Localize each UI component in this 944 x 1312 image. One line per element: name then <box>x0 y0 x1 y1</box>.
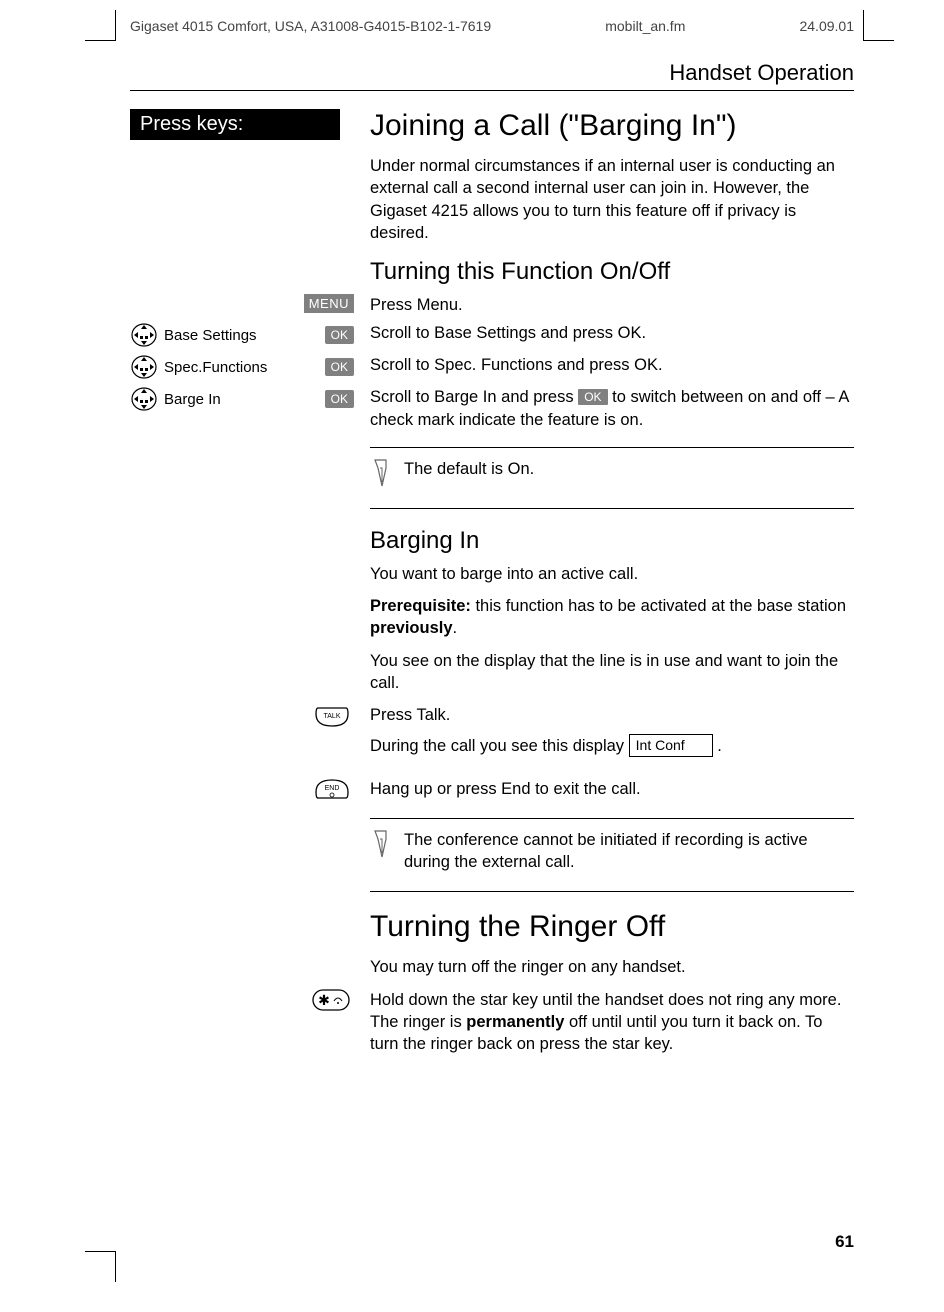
display-line: During the call you see this display Int… <box>370 734 854 757</box>
section-title-ringer: Turning the Ringer Off <box>370 910 854 944</box>
note-text: The conference cannot be initiated if re… <box>404 829 854 874</box>
ok-key: OK <box>325 390 354 408</box>
document-header: Gigaset 4015 Comfort, USA, A31008-G4015-… <box>130 18 854 34</box>
doc-date: 24.09.01 <box>799 18 854 34</box>
bargein-prereq: Prerequisite: this function has to be ac… <box>370 595 854 640</box>
ok-key: OK <box>325 358 354 376</box>
crop-mark <box>863 10 894 41</box>
pen-icon <box>370 458 392 490</box>
running-head: Handset Operation <box>130 60 854 91</box>
svg-text:✱: ✱ <box>318 992 330 1008</box>
star-step: Hold down the star key until the handset… <box>360 989 854 1056</box>
doc-file: mobilt_an.fm <box>605 18 685 34</box>
svg-text:END: END <box>325 785 340 792</box>
prereq-label: Prerequisite: <box>370 597 471 615</box>
nav-icon <box>130 386 158 412</box>
press-keys-label: Press keys: <box>130 109 340 140</box>
svg-text:TALK: TALK <box>324 713 341 720</box>
section-title-barging: Joining a Call ("Barging In") <box>370 109 854 143</box>
step-base-settings: Scroll to Base Settings and press OK. <box>360 322 854 344</box>
content-area: Handset Operation Press keys: Joining a … <box>130 60 854 1061</box>
nav-label-bargein: Barge In <box>158 391 325 408</box>
step-barge-in: Scroll to Barge In and press OK to switc… <box>360 386 854 431</box>
pen-icon <box>370 829 392 874</box>
bargein-line1: You want to barge into an active call. <box>370 563 854 585</box>
ringer-line1: You may turn off the ringer on any hands… <box>370 956 854 978</box>
subsection-title-bargingin: Barging In <box>370 527 854 555</box>
bargein-line2: You see on the display that the line is … <box>370 650 854 695</box>
end-key-icon: END <box>314 778 350 802</box>
note-conference: The conference cannot be initiated if re… <box>370 818 854 893</box>
display-box-intconf: Int Conf <box>629 734 713 757</box>
prereq-a: this function has to be activated at the… <box>471 597 846 615</box>
star-b1: The ringer is <box>370 1013 466 1031</box>
prereq-c: . <box>453 619 458 637</box>
nav-label-base: Base Settings <box>158 327 325 344</box>
crop-mark <box>85 10 116 41</box>
step-press-menu: Press Menu. <box>360 294 854 316</box>
step-spec-functions: Scroll to Spec. Functions and press OK. <box>360 354 854 376</box>
note-text: The default is On. <box>404 458 534 490</box>
talk-key-icon: TALK <box>314 704 350 728</box>
nav-label-spec: Spec.Functions <box>158 359 325 376</box>
doc-id: Gigaset 4015 Comfort, USA, A31008-G4015-… <box>130 18 491 34</box>
star-a: Hold down the star key until the handset… <box>370 991 841 1009</box>
end-step: Hang up or press End to exit the call. <box>360 778 854 800</box>
ok-key: OK <box>325 326 354 344</box>
display-b: . <box>713 737 722 755</box>
section-intro: Under normal circumstances if an interna… <box>370 155 854 244</box>
page-number: 61 <box>835 1232 854 1252</box>
prereq-b: previously <box>370 619 453 637</box>
nav-icon <box>130 322 158 348</box>
star-key-icon: ✱ <box>312 989 350 1011</box>
note-default-on: The default is On. <box>370 447 854 509</box>
nav-icon <box>130 354 158 380</box>
talk-step: Press Talk. <box>370 704 854 726</box>
menu-key: MENU <box>304 294 354 313</box>
display-a: During the call you see this display <box>370 737 629 755</box>
page: Gigaset 4015 Comfort, USA, A31008-G4015-… <box>0 0 944 1312</box>
subsection-title-onoff: Turning this Function On/Off <box>370 258 854 286</box>
step3-text-a: Scroll to Barge In and press <box>370 388 578 406</box>
crop-mark <box>85 1251 116 1282</box>
star-b2: permanently <box>466 1013 564 1031</box>
ok-key-inline: OK <box>578 389 607 405</box>
